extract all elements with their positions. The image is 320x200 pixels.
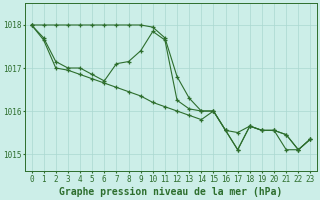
X-axis label: Graphe pression niveau de la mer (hPa): Graphe pression niveau de la mer (hPa) xyxy=(60,186,283,197)
